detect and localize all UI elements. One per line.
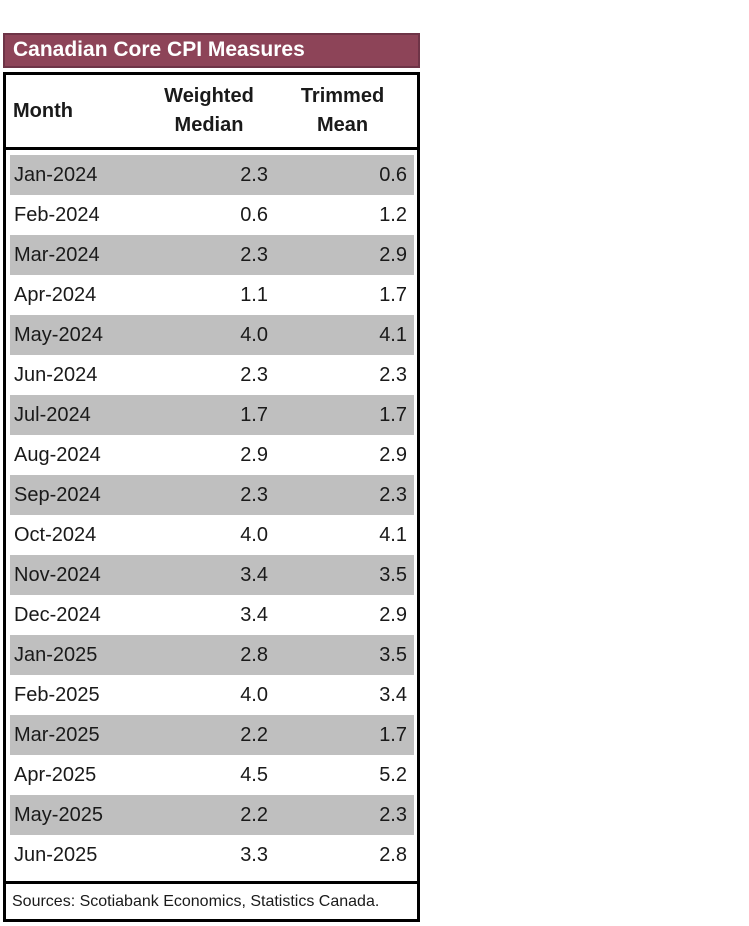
table-row: Dec-2024 3.4 2.9 xyxy=(10,595,414,635)
row-month: Mar-2024 xyxy=(14,244,100,266)
row-trimmed-mean-value: 4.1 xyxy=(379,324,407,346)
row-trimmed-mean-value: 2.8 xyxy=(379,844,407,866)
row-month: Aug-2024 xyxy=(14,444,101,466)
row-weighted-median-value: 3.4 xyxy=(240,604,268,626)
row-month: Feb-2024 xyxy=(14,204,100,226)
row-month: Jan-2024 xyxy=(14,164,98,186)
table-row: Apr-2025 4.5 5.2 xyxy=(10,755,414,795)
row-trimmed-mean-value: 1.7 xyxy=(379,404,407,426)
table-row: Nov-2024 3.4 3.5 xyxy=(10,555,414,595)
table-row: Jun-2025 3.3 2.8 xyxy=(10,835,414,875)
row-trimmed-mean-value: 2.3 xyxy=(379,364,407,386)
header-weighted-line2: Median xyxy=(174,114,244,136)
row-trimmed-mean-value: 3.5 xyxy=(379,564,407,586)
header-weighted-line1: Weighted xyxy=(164,85,254,107)
row-month: Feb-2025 xyxy=(14,684,100,706)
row-weighted-median-value: 3.4 xyxy=(240,564,268,586)
cpi-table: Month Weighted Median Trimmed Mean Jan-2… xyxy=(3,72,420,922)
table-row: Apr-2024 1.1 1.7 xyxy=(10,275,414,315)
table-row: Feb-2024 0.6 1.2 xyxy=(10,195,414,235)
table-row: Jul-2024 1.7 1.7 xyxy=(10,395,414,435)
row-weighted-median-value: 2.2 xyxy=(240,804,268,826)
row-trimmed-mean-value: 1.7 xyxy=(379,284,407,306)
row-month: May-2024 xyxy=(14,324,103,346)
table-row: Jan-2024 2.3 0.6 xyxy=(10,155,414,195)
table-row: Jan-2025 2.8 3.5 xyxy=(10,635,414,675)
row-month: Dec-2024 xyxy=(14,604,101,626)
table-row: Mar-2025 2.2 1.7 xyxy=(10,715,414,755)
header-weighted-median: Weighted Median xyxy=(150,82,268,140)
header-trimmed-line1: Trimmed xyxy=(300,85,385,107)
row-weighted-median-value: 2.8 xyxy=(240,644,268,666)
table-row: Feb-2025 4.0 3.4 xyxy=(10,675,414,715)
row-weighted-median-value: 2.3 xyxy=(240,364,268,386)
row-weighted-median-value: 2.3 xyxy=(240,244,268,266)
table-title-bar: Canadian Core CPI Measures xyxy=(3,33,420,68)
row-month: Oct-2024 xyxy=(14,524,97,546)
row-weighted-median-value: 3.3 xyxy=(240,844,268,866)
row-month: Apr-2025 xyxy=(14,764,97,786)
row-month: Jun-2024 xyxy=(14,364,98,386)
row-month: Mar-2025 xyxy=(14,724,100,746)
row-month: May-2025 xyxy=(14,804,103,826)
row-trimmed-mean-value: 1.7 xyxy=(379,724,407,746)
row-trimmed-mean-value: 2.9 xyxy=(379,244,407,266)
row-trimmed-mean-value: 2.9 xyxy=(379,604,407,626)
table-row: Aug-2024 2.9 2.9 xyxy=(10,435,414,475)
table-row: Mar-2024 2.3 2.9 xyxy=(10,235,414,275)
cpi-table-figure: Canadian Core CPI Measures Month Weighte… xyxy=(3,33,420,922)
table-title: Canadian Core CPI Measures xyxy=(13,38,305,61)
row-trimmed-mean-value: 5.2 xyxy=(379,764,407,786)
row-weighted-median-value: 2.2 xyxy=(240,724,268,746)
row-month: Jan-2025 xyxy=(14,644,98,666)
table-row: Jun-2024 2.3 2.3 xyxy=(10,355,414,395)
row-trimmed-mean-value: 2.9 xyxy=(379,444,407,466)
row-trimmed-mean-value: 3.5 xyxy=(379,644,407,666)
row-weighted-median-value: 4.5 xyxy=(240,764,268,786)
header-month: Month xyxy=(13,99,73,122)
table-row: Oct-2024 4.0 4.1 xyxy=(10,515,414,555)
table-row: May-2025 2.2 2.3 xyxy=(10,795,414,835)
row-trimmed-mean-value: 4.1 xyxy=(379,524,407,546)
table-header-row: Month Weighted Median Trimmed Mean xyxy=(6,75,417,150)
row-weighted-median-value: 0.6 xyxy=(240,204,268,226)
row-trimmed-mean-value: 2.3 xyxy=(379,804,407,826)
row-month: Sep-2024 xyxy=(14,484,101,506)
row-trimmed-mean-value: 0.6 xyxy=(379,164,407,186)
row-trimmed-mean-value: 3.4 xyxy=(379,684,407,706)
row-weighted-median-value: 2.3 xyxy=(240,164,268,186)
row-month: Nov-2024 xyxy=(14,564,101,586)
row-weighted-median-value: 2.3 xyxy=(240,484,268,506)
row-month: Jul-2024 xyxy=(14,404,91,426)
row-weighted-median-value: 4.0 xyxy=(240,324,268,346)
row-month: Apr-2024 xyxy=(14,284,97,306)
row-trimmed-mean-value: 1.2 xyxy=(379,204,407,226)
row-month: Jun-2025 xyxy=(14,844,98,866)
table-footer: Sources: Scotiabank Economics, Statistic… xyxy=(6,881,417,919)
table-rows: Jan-2024 2.3 0.6 Feb-2024 0.6 1.2 Mar-2024 2.3 2… xyxy=(6,150,417,881)
table-row: May-2024 4.0 4.1 xyxy=(10,315,414,355)
row-weighted-median-value: 1.7 xyxy=(240,404,268,426)
table-row: Sep-2024 2.3 2.3 xyxy=(10,475,414,515)
row-weighted-median-value: 4.0 xyxy=(240,524,268,546)
sources-note: Sources: Scotiabank Economics, Statistic… xyxy=(12,893,380,910)
row-weighted-median-value: 2.9 xyxy=(240,444,268,466)
header-trimmed-mean: Trimmed Mean xyxy=(268,82,417,140)
row-weighted-median-value: 4.0 xyxy=(240,684,268,706)
row-trimmed-mean-value: 2.3 xyxy=(379,484,407,506)
row-weighted-median-value: 1.1 xyxy=(240,284,268,306)
header-trimmed-line2: Mean xyxy=(316,114,369,136)
